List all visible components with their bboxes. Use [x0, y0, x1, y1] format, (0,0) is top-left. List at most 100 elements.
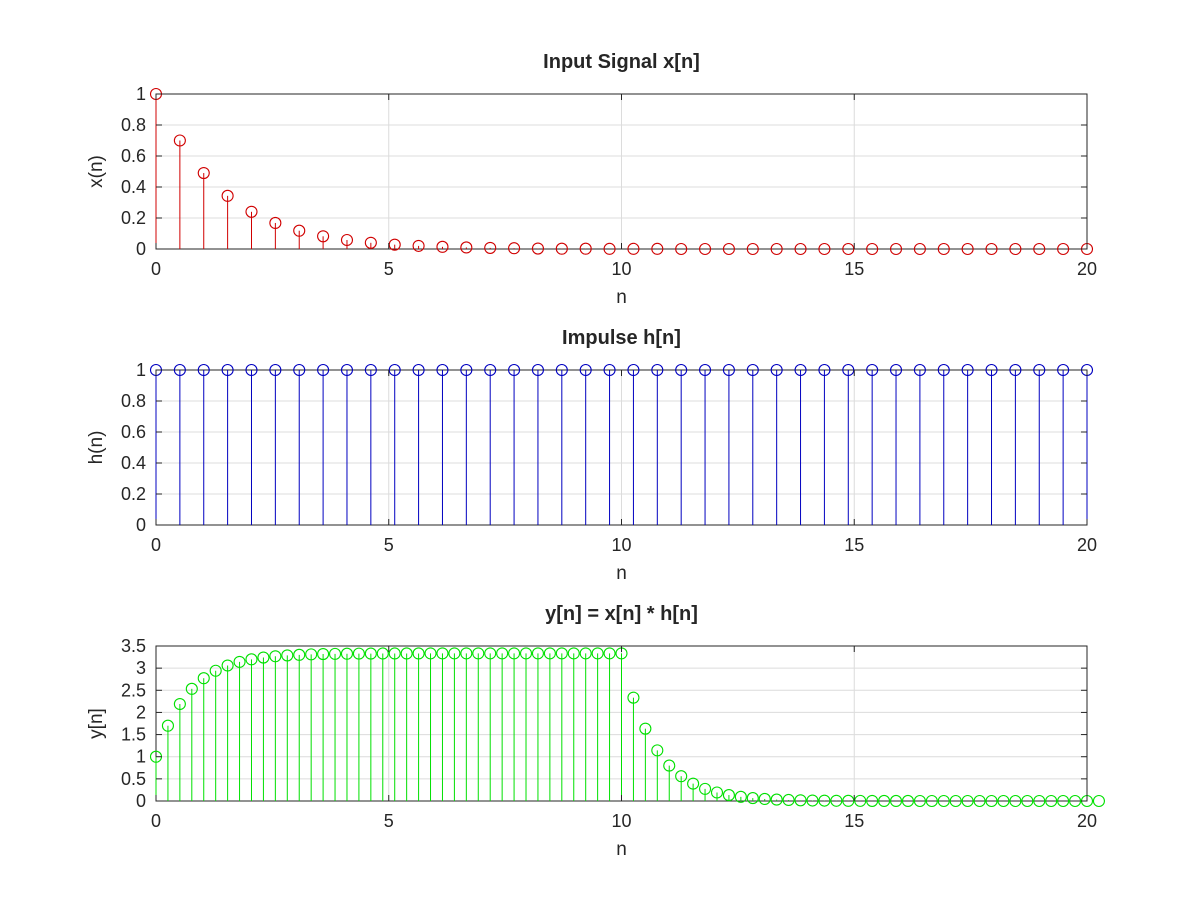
- stem-marker: [794, 363, 807, 377]
- chart-title: y[n] = x[n] * h[n]: [545, 603, 698, 625]
- stem-marker: [293, 224, 306, 237]
- stem-marker: [531, 242, 544, 255]
- stem-marker: [889, 363, 903, 377]
- stem-marker: [699, 782, 712, 795]
- stem-marker: [722, 363, 735, 377]
- stem-marker: [663, 759, 676, 772]
- stem-marker: [269, 216, 282, 230]
- y-tick-label: 0.8: [121, 391, 146, 411]
- stem-marker: [651, 242, 664, 255]
- stem-marker: [579, 242, 592, 255]
- y-tick-label: 3.5: [121, 636, 146, 656]
- stem-marker: [555, 363, 568, 377]
- stem-marker: [627, 363, 640, 377]
- stem-marker: [257, 651, 270, 664]
- stem-marker: [161, 719, 174, 732]
- stem-marker: [519, 647, 533, 660]
- y-axis-label: x(n): [86, 155, 107, 188]
- stem-marker: [460, 647, 473, 660]
- stem-marker: [949, 794, 962, 808]
- subplot-2: 0 5 10 15 20 0 0.2 0.4 0.6 0.8 1 Impulse h[n] n h(n): [86, 327, 1097, 584]
- stem-marker: [603, 242, 616, 255]
- stem-marker: [937, 794, 950, 808]
- stem-marker: [293, 363, 306, 377]
- y-tick-label: 0: [136, 515, 146, 535]
- y-tick-label: 0.6: [121, 422, 146, 442]
- stem-marker: [937, 363, 950, 377]
- stem-marker: [460, 363, 473, 377]
- y-tick-label: 0.2: [121, 484, 146, 504]
- x-tick-label: 10: [611, 259, 631, 279]
- stem-marker: [233, 655, 246, 668]
- stem-marker: [603, 363, 616, 377]
- stem-marker: [508, 363, 521, 377]
- stem-marker: [352, 647, 365, 660]
- x-tick-label: 15: [844, 535, 864, 555]
- stem-marker: [937, 242, 950, 256]
- stem-marker: [245, 205, 258, 218]
- stem-marker: [245, 363, 258, 377]
- stem-marker: [639, 722, 652, 735]
- stem-marker: [496, 647, 509, 660]
- stem-marker: [985, 242, 998, 256]
- stem-marker: [173, 697, 186, 711]
- x-tick-label: 10: [611, 811, 631, 831]
- stem-marker: [245, 653, 258, 666]
- stem-marker: [1045, 794, 1058, 808]
- stem-marker: [794, 242, 807, 256]
- stem-marker: [508, 647, 521, 660]
- stem-marker: [173, 134, 186, 147]
- stem-marker: [317, 363, 330, 377]
- stem-marker: [305, 648, 318, 661]
- stem-marker: [197, 167, 210, 180]
- x-axis-label: n: [616, 563, 627, 584]
- stem-marker: [878, 794, 891, 808]
- stem-marker: [866, 242, 879, 256]
- stem-marker: [806, 794, 819, 807]
- stem-marker: [197, 363, 210, 377]
- stem-marker: [913, 794, 926, 808]
- x-tick-label: 5: [384, 535, 394, 555]
- stem-marker: [472, 647, 485, 660]
- stem-marker: [412, 647, 425, 660]
- stem-marker: [687, 777, 700, 790]
- stem-marker: [770, 793, 783, 806]
- stem-marker: [925, 794, 938, 808]
- stem-marker: [770, 363, 783, 377]
- stem-marker: [269, 650, 282, 663]
- stem-marker: [293, 648, 306, 661]
- x-tick-label: 20: [1077, 535, 1097, 555]
- stem-marker: [1092, 794, 1105, 808]
- stem-marker: [722, 242, 735, 256]
- stem-marker: [484, 363, 497, 377]
- stem-marker: [782, 793, 795, 807]
- stem-marker: [364, 647, 377, 660]
- x-tick-label: 0: [151, 811, 161, 831]
- subplot-1: 0 5 10 15 20 0 0.2 0.4 0.6 0.8 1 Input Signal x[n] n…: [86, 51, 1097, 308]
- stem-marker: [436, 240, 449, 253]
- stem-marker: [901, 794, 915, 808]
- y-axis-label: y[n]: [86, 708, 107, 739]
- stem-marker: [579, 647, 592, 660]
- stem-marker: [1057, 794, 1070, 808]
- stem-marker: [269, 363, 282, 377]
- stem-marker: [328, 647, 342, 660]
- stem-marker: [579, 363, 592, 377]
- stem-marker: [818, 242, 831, 256]
- x-axis-label: n: [616, 839, 627, 860]
- stem-marker: [710, 786, 724, 799]
- stem-marker: [412, 239, 425, 252]
- stem-marker: [746, 242, 759, 256]
- y-tick-label: 0.4: [121, 453, 146, 473]
- x-tick-label: 0: [151, 535, 161, 555]
- stem-marker: [866, 363, 879, 377]
- stem-marker: [866, 794, 879, 807]
- stem-marker: [1009, 794, 1022, 808]
- stem-marker: [591, 647, 604, 660]
- stem-marker: [973, 794, 986, 808]
- stem-marker: [436, 363, 449, 377]
- stem-marker: [484, 241, 497, 254]
- stem-marker: [448, 647, 461, 660]
- stem-marker: [675, 363, 688, 377]
